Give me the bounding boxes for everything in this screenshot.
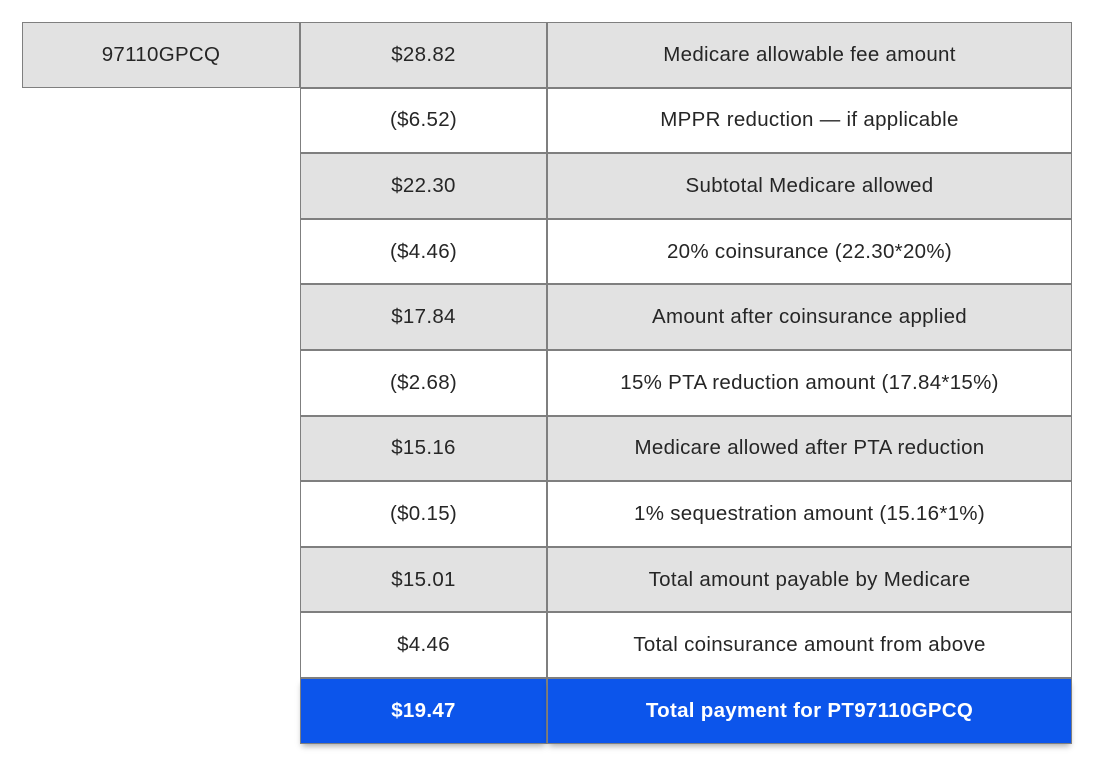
description-cell: Amount after coinsurance applied bbox=[547, 284, 1072, 350]
amount-cell: $15.01 bbox=[300, 546, 547, 613]
amount-cell: ($4.46) bbox=[300, 218, 547, 285]
description-cell: Medicare allowable fee amount bbox=[547, 22, 1072, 88]
amount-cell: $19.47 bbox=[300, 677, 547, 744]
fee-table: 97110GPCQ $28.82 Medicare allowable fee am… bbox=[22, 22, 1072, 744]
amount-cell: ($0.15) bbox=[300, 481, 547, 547]
description-cell: Subtotal Medicare allowed bbox=[547, 153, 1072, 219]
description-cell: Total amount payable by Medicare bbox=[547, 546, 1072, 613]
amount-cell: ($6.52) bbox=[300, 87, 547, 154]
description-cell: Total payment for PT97110GPCQ bbox=[547, 677, 1072, 744]
code-cell: 97110GPCQ bbox=[22, 22, 300, 88]
amount-cell: $22.30 bbox=[300, 153, 547, 219]
description-cell: Medicare allowed after PTA reduction bbox=[547, 415, 1072, 482]
description-cell: 15% PTA reduction amount (17.84*15%) bbox=[547, 349, 1072, 416]
amount-cell: ($2.68) bbox=[300, 349, 547, 416]
description-cell: MPPR reduction — if applicable bbox=[547, 87, 1072, 154]
description-cell: 20% coinsurance (22.30*20%) bbox=[547, 218, 1072, 285]
amount-cell: $4.46 bbox=[300, 612, 547, 678]
amount-cell: $15.16 bbox=[300, 415, 547, 482]
description-cell: Total coinsurance amount from above bbox=[547, 612, 1072, 678]
description-cell: 1% sequestration amount (15.16*1%) bbox=[547, 481, 1072, 547]
amount-cell: $28.82 bbox=[300, 22, 547, 88]
amount-cell: $17.84 bbox=[300, 284, 547, 350]
